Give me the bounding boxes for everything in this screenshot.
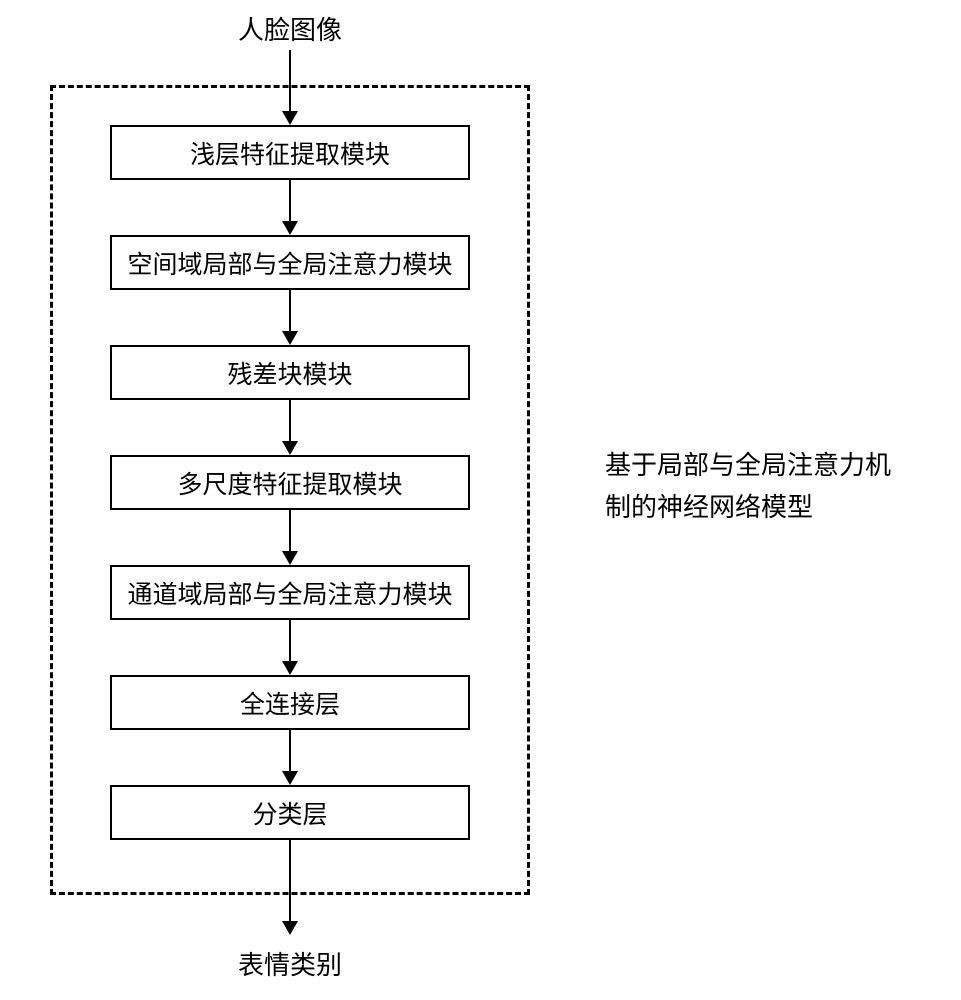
diagram-container: 人脸图像 浅层特征提取模块 空间域局部与全局注意力模块 残差块模块 多尺度特征提… — [0, 0, 961, 1000]
output-label: 表情类别 — [50, 945, 530, 982]
box-shallow-feature: 浅层特征提取模块 — [110, 125, 470, 180]
box-classifier: 分类层 — [110, 785, 470, 840]
box-multiscale: 多尺度特征提取模块 — [110, 455, 470, 510]
side-label-line1: 基于局部与全局注意力机 — [605, 451, 891, 480]
model-description-label: 基于局部与全局注意力机 制的神经网络模型 — [605, 445, 925, 528]
box-spatial-attention: 空间域局部与全局注意力模块 — [110, 235, 470, 290]
box-channel-attention: 通道域局部与全局注意力模块 — [110, 565, 470, 620]
input-label: 人脸图像 — [50, 10, 530, 47]
box-fc-layer: 全连接层 — [110, 675, 470, 730]
side-label-line2: 制的神经网络模型 — [605, 493, 813, 522]
box-residual: 残差块模块 — [110, 345, 470, 400]
